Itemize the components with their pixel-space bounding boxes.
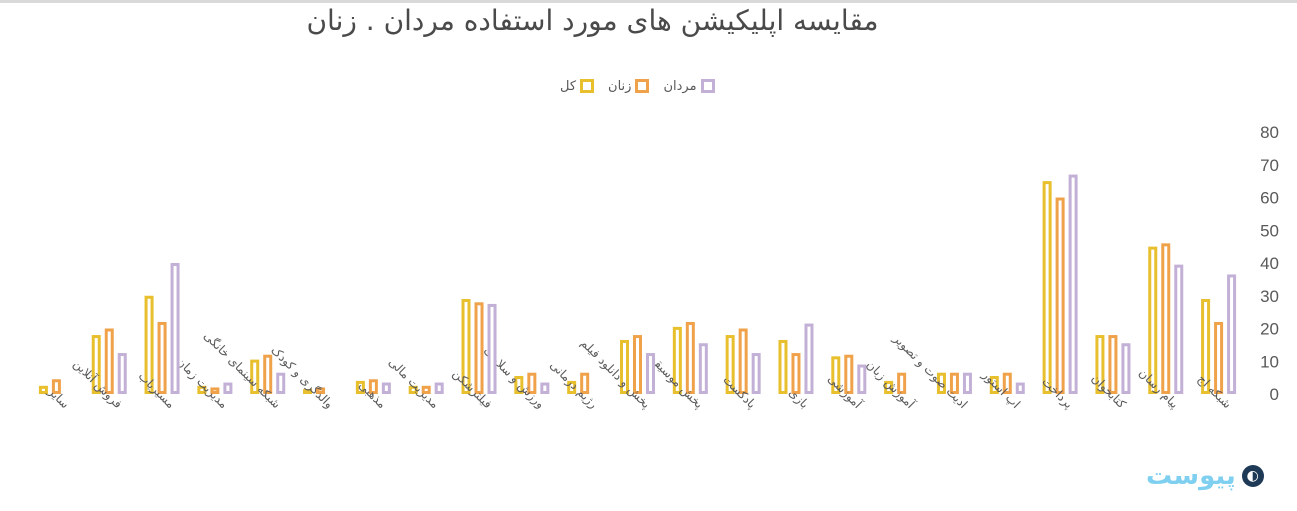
bar: [408, 385, 418, 394]
bar: [791, 353, 801, 394]
bar: [474, 302, 484, 394]
legend-item-men: مردان: [663, 78, 715, 94]
bar: [778, 339, 788, 394]
bar: [303, 389, 313, 394]
bar: [197, 385, 207, 394]
bar: [936, 372, 946, 394]
y-tick-label: 80: [1260, 123, 1279, 142]
x-tick-label: رژیم درمانی: [547, 358, 601, 412]
bar: [698, 343, 708, 394]
bar: [540, 382, 550, 395]
bar: [989, 375, 999, 394]
bar: [51, 379, 61, 395]
legend-label-men: مردان: [663, 78, 697, 94]
y-tick-label: 50: [1260, 221, 1279, 240]
y-tick-label: 20: [1260, 320, 1279, 339]
bar: [263, 354, 273, 395]
bar: [157, 321, 167, 395]
bar: [276, 372, 286, 394]
bar: [527, 372, 537, 394]
bar: [223, 382, 233, 395]
bar: [884, 380, 894, 394]
bar: [461, 299, 471, 394]
bar: [1108, 335, 1118, 394]
bar: [620, 339, 629, 394]
bar: [844, 354, 854, 395]
x-tick-label: مدیریت زمان: [173, 354, 231, 412]
legend-swatch-total: [580, 79, 595, 93]
legend-swatch-men: [700, 79, 715, 93]
y-tick-label: 60: [1260, 189, 1279, 208]
bar: [1015, 382, 1025, 395]
bar: [646, 353, 655, 394]
logo-icon: ◐: [1241, 465, 1264, 487]
bar: [897, 372, 907, 394]
bar: [751, 353, 761, 394]
bar: [1174, 264, 1184, 395]
bar: [1055, 197, 1065, 394]
legend-swatch-women: [635, 79, 650, 93]
bar: [1214, 321, 1224, 395]
y-tick-label: 0: [1270, 385, 1279, 404]
bar: [725, 335, 735, 394]
bar: [421, 385, 431, 394]
top-border: [0, 0, 1297, 3]
bar: [1095, 335, 1105, 394]
bar: [672, 326, 682, 394]
legend-item-women: زنان: [608, 78, 650, 94]
legend: کل زنان مردان: [560, 76, 715, 96]
bar: [1042, 181, 1052, 394]
bar: [487, 303, 497, 394]
bar: [355, 380, 365, 394]
x-tick-label: آموزش زبان: [863, 357, 918, 412]
bar: [1068, 174, 1078, 394]
watermark-logo: پیوست ◐: [1146, 461, 1264, 491]
bar: [117, 353, 127, 394]
bar: [210, 387, 220, 395]
bar: [170, 263, 180, 394]
bar: [1002, 372, 1012, 394]
y-tick-label: 70: [1260, 156, 1279, 175]
bar: [962, 372, 972, 394]
bar: [250, 359, 260, 394]
bar: [1201, 299, 1211, 394]
bar: [144, 295, 154, 394]
bar: [1161, 243, 1171, 394]
bar: [949, 372, 959, 394]
legend-label-total: کل: [560, 78, 577, 94]
bar: [685, 321, 695, 395]
legend-label-women: زنان: [608, 78, 632, 94]
bar: [368, 379, 378, 395]
x-tick-label: مدیریت مالی: [385, 355, 442, 412]
bar: [567, 380, 577, 394]
bar: [1148, 246, 1158, 394]
bar: [104, 328, 114, 394]
bar: [381, 382, 391, 395]
bar: [316, 387, 326, 395]
bar: [434, 382, 444, 395]
watermark-text: پیوست: [1146, 461, 1236, 491]
x-tick-label: سایر: [44, 384, 72, 412]
chart-title: مقایسه اپلیکیشن های مورد استفاده مردان .…: [306, 4, 879, 37]
bar: [1121, 343, 1131, 394]
y-tick-label: 40: [1260, 254, 1279, 273]
bar: [831, 356, 841, 394]
bar: [857, 364, 867, 394]
bar: [804, 323, 814, 394]
bar: [91, 335, 101, 394]
bar: [633, 335, 642, 394]
bar: [738, 328, 748, 394]
y-tick-label: 30: [1260, 287, 1279, 306]
legend-item-total: کل: [560, 78, 595, 94]
bar: [1227, 274, 1237, 394]
bar: [580, 372, 590, 394]
bar: [514, 375, 524, 394]
bar: [38, 385, 48, 394]
y-tick-label: 10: [1260, 352, 1279, 371]
